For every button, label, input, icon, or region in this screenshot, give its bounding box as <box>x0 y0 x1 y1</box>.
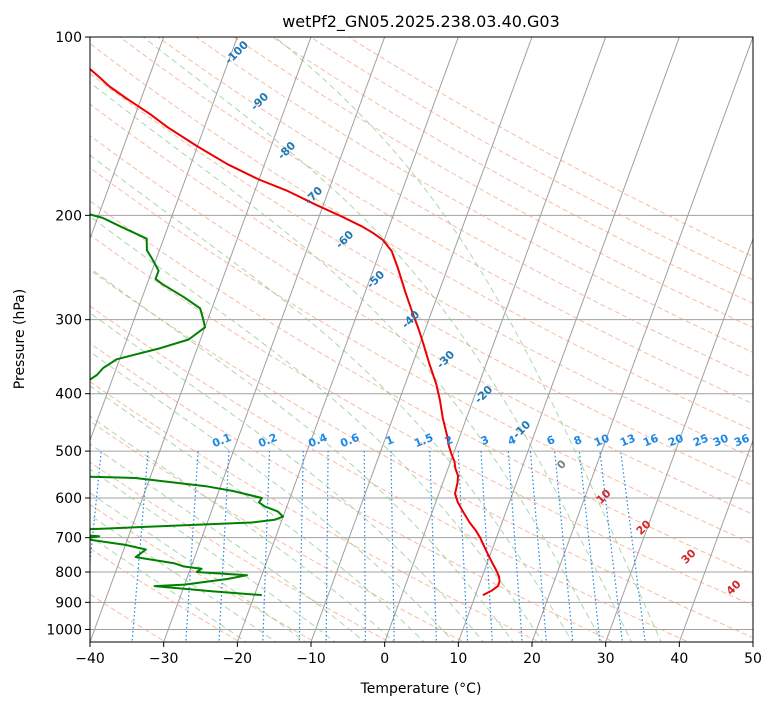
y-tick-label: 800 <box>55 565 82 581</box>
moist-adiabat-line <box>90 154 573 642</box>
mixing-ratio-label: 13 <box>618 432 637 450</box>
dry-adiabat-line <box>90 342 615 642</box>
isotherm-line <box>90 37 165 241</box>
dry-adiabat-line <box>90 269 753 639</box>
dry-adiabat-line <box>195 37 753 353</box>
moist-adiabat-line <box>274 37 662 642</box>
temperature-profile-line <box>90 67 501 596</box>
y-axis-label: Pressure (hPa) <box>12 289 28 389</box>
dry-adiabat-line <box>90 420 466 642</box>
mixing-ratio-label: 2 <box>443 433 455 448</box>
y-tick-label: 1000 <box>46 622 82 638</box>
x-tick-label: 40 <box>670 651 688 667</box>
mixing-ratio-line <box>554 451 574 642</box>
mixing-ratio-label: 25 <box>691 432 710 450</box>
mixing-ratio-label: 1 <box>384 433 396 448</box>
dry-adiabat-line <box>90 134 753 515</box>
y-tick-label: 500 <box>55 444 82 460</box>
dry-adiabat-line <box>271 37 753 304</box>
isotherm-line <box>605 237 753 642</box>
y-tick-label: 300 <box>55 313 82 329</box>
moist-adiabat-line <box>90 415 396 642</box>
moist-adiabat-line <box>142 37 633 642</box>
moist-adiabat-line <box>90 492 307 642</box>
mixing-ratio-line <box>457 451 469 642</box>
dry-adiabat-line <box>90 381 540 642</box>
mixing-ratio-line <box>429 451 438 642</box>
dry-adiabat-line <box>157 37 753 379</box>
mixing-ratio-line <box>578 451 601 642</box>
mixing-ratio-label: 16 <box>641 432 660 450</box>
dry-adiabat-line <box>90 305 690 642</box>
x-tick-label: 30 <box>597 651 615 667</box>
mixing-ratio-line <box>480 451 493 642</box>
moist-adiabat-line <box>90 514 277 642</box>
dry-adiabat-line <box>233 37 753 329</box>
mixing-ratio-label: 8 <box>572 433 584 448</box>
moist-adiabat-line <box>90 215 544 642</box>
y-tick-label: 200 <box>55 208 82 224</box>
dewpoint-profile-line <box>90 213 285 597</box>
mixing-ratio-label: 30 <box>711 432 730 450</box>
mixing-ratio-label: 3 <box>479 433 491 448</box>
mixing-ratio-line <box>185 451 199 642</box>
mixing-ratio-label: 10 <box>592 432 611 450</box>
mixing-ratio-line <box>620 451 646 642</box>
dry-adiabat-line <box>90 103 753 487</box>
isotherm-line <box>90 37 312 642</box>
mixing-ratio-line <box>298 451 304 642</box>
moist-adiabat-line <box>90 312 485 642</box>
isotherm-line <box>90 37 238 442</box>
isotherm-line <box>678 438 753 642</box>
x-tick-label: −20 <box>223 651 253 667</box>
dry-adiabat-line <box>90 547 242 642</box>
x-tick-label: −40 <box>75 651 105 667</box>
isotherm-line <box>236 37 459 642</box>
y-tick-label: 900 <box>55 595 82 611</box>
x-tick-label: 20 <box>523 651 541 667</box>
y-tick-label: 600 <box>55 491 82 507</box>
y-tick-label: 700 <box>55 531 82 547</box>
isotherm-line <box>310 37 533 642</box>
y-tick-label: 400 <box>55 387 82 403</box>
isotherm-line <box>163 37 386 642</box>
dry-adiabat-line <box>309 37 753 281</box>
plot-frame <box>89 36 754 643</box>
x-axis-label: Temperature (°C) <box>360 681 482 697</box>
mixing-ratio-line <box>218 451 230 642</box>
moist-adiabat-line <box>90 443 366 642</box>
mixing-ratio-line <box>325 451 329 642</box>
moist-adiabat-line <box>90 535 248 642</box>
isotherm-line <box>531 37 753 642</box>
moist-adiabat-line <box>90 351 455 642</box>
moist-adiabat-line <box>90 267 514 642</box>
moist-adiabat-line <box>90 385 425 642</box>
x-tick-label: 50 <box>744 651 762 667</box>
mixing-ratio-line <box>390 451 395 642</box>
mixing-ratio-label: 36 <box>732 432 751 450</box>
isotherm-line <box>384 37 607 642</box>
dry-adiabat-line <box>90 461 391 642</box>
mixing-ratio-line <box>507 451 523 642</box>
mixing-ratio-line <box>529 451 547 642</box>
mixing-ratio-line <box>90 451 102 568</box>
chart-title: wetPf2_GN05.2025.238.03.40.G03 <box>282 12 560 32</box>
mixing-ratio-line <box>262 451 271 642</box>
x-tick-label: 10 <box>449 651 467 667</box>
isotherm-line <box>752 640 753 642</box>
x-tick-label: −10 <box>296 651 326 667</box>
mixing-ratio-line <box>363 451 366 642</box>
x-tick-label: 0 <box>380 651 389 667</box>
y-tick-label: 100 <box>55 30 82 46</box>
x-tick-label: −30 <box>149 651 179 667</box>
dry-adiabat-line <box>90 234 753 607</box>
isotherm-line <box>457 37 680 642</box>
mixing-ratio-label: 20 <box>666 432 685 450</box>
dry-adiabat-line <box>90 167 753 545</box>
mixing-ratio-line <box>599 451 624 642</box>
